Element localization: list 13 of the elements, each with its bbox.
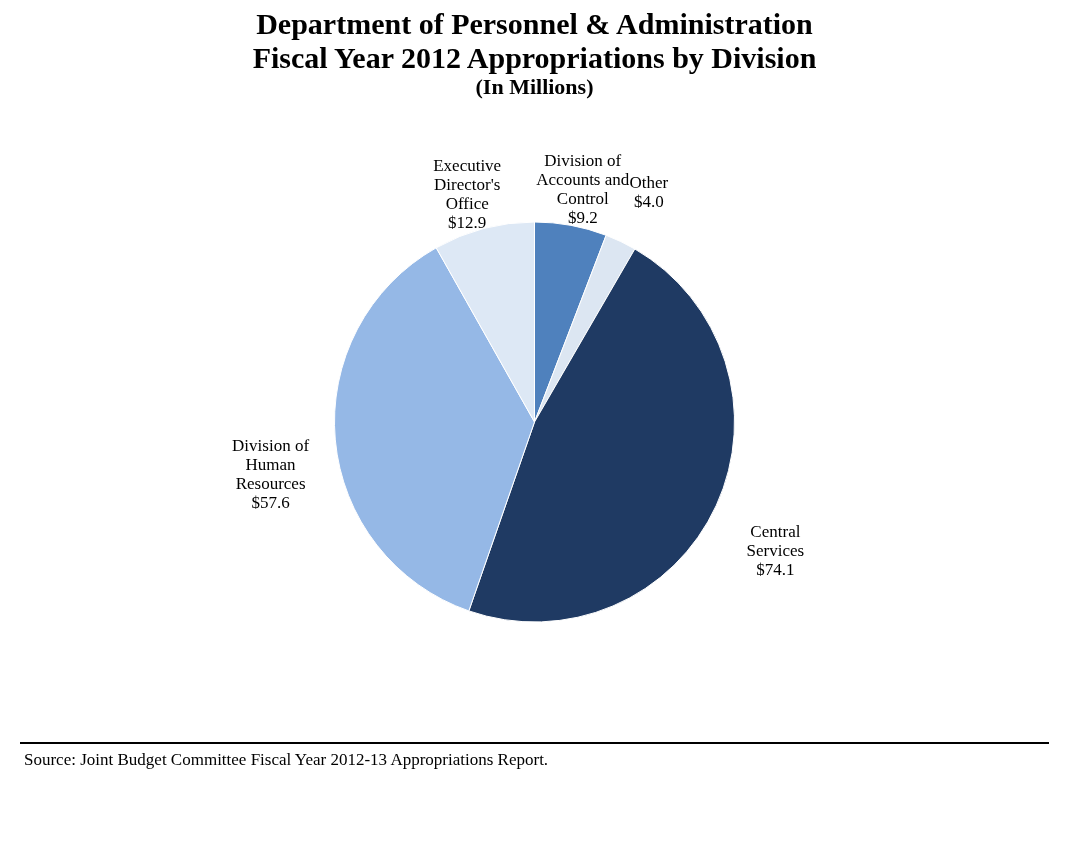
data-label: $9.2 (567, 208, 598, 228)
slice-label: Central Services (746, 522, 805, 561)
data-label: $74.1 (756, 560, 795, 580)
data-label: $12.9 (448, 212, 487, 232)
chart-title: Department of Personnel & Administration Fiscal Year 2012 Appropriations by Division (252, 7, 817, 74)
slice-label: Division of Accounts and Control (536, 151, 630, 209)
chart-subtitle: (In Millions) (475, 74, 594, 99)
data-label: $4.0 (633, 191, 664, 211)
slice-label: Division of Human Resources (232, 435, 310, 493)
slice-label: Other (629, 172, 669, 192)
source-note: Source: Joint Budget Committee Fiscal Year 2012-13 Appropriations Report. (20, 742, 1049, 776)
data-label: $57.6 (251, 492, 290, 512)
slice-label: Executive Director's Office (433, 155, 502, 213)
